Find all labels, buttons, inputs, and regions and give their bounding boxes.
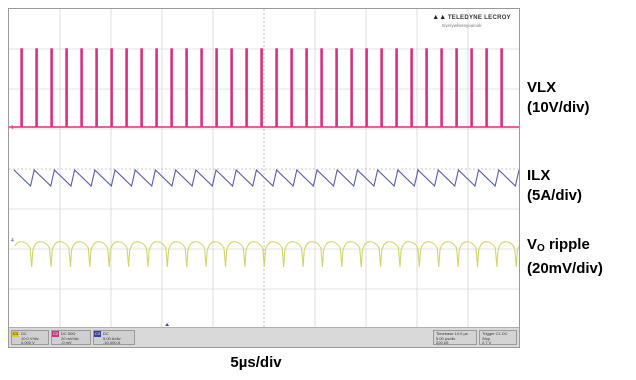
trigger-label: Trigger — [482, 331, 495, 336]
ilx-label: ILX (5A/div) — [527, 166, 582, 206]
vo-ground-marker: 4 — [11, 238, 14, 244]
vo-ripple-name: VO ripple — [527, 236, 590, 254]
status-bar: C1 DC 10.0 V/div 0.000 V C2 DC 50Ω 20 mV/di… — [9, 327, 519, 347]
vo-ripple-trace — [14, 241, 519, 268]
ilx-scale: (5A/div) — [527, 187, 583, 204]
ilx-trace — [13, 168, 519, 188]
c1-scale: 10.0 V/div — [21, 335, 39, 341]
c3-coupling: DC — [103, 331, 109, 336]
trigger-position-marker — [165, 323, 170, 326]
trigger-value: C1 DC — [495, 331, 508, 336]
timebase-label: Timebase — [436, 331, 454, 336]
channel3-descriptor[interactable]: C3 DC 5.00 A/div -10.000 A — [93, 330, 135, 345]
channel1-descriptor[interactable]: C1 DC 10.0 V/div 0.000 V — [11, 330, 49, 345]
vlx-name: VLX — [527, 79, 557, 96]
c3-swatch: C3 — [94, 331, 101, 337]
c2-offset: -0 mV — [61, 340, 72, 345]
c1-offset: 0.000 V — [21, 340, 35, 345]
c2-swatch: C2 — [52, 331, 59, 337]
vlx-ground-marker: 1 — [11, 125, 14, 131]
vlx-trace — [9, 48, 519, 128]
ilx-name: ILX — [527, 167, 551, 184]
timebase-value: 10.0 µs — [454, 331, 468, 336]
logo-mark-icon: ▲▲ — [432, 14, 447, 21]
c3-scale: 5.00 A/div — [103, 335, 121, 341]
channel2-descriptor[interactable]: C2 DC 50Ω 20 mV/div -0 mV — [51, 330, 91, 345]
logo-tagline: Everywhereyoulook — [442, 23, 482, 28]
vo-ripple-label: VO ripple (20mV/div) — [527, 235, 603, 279]
vlx-scale: (10V/div) — [527, 99, 590, 116]
plot-area: 14 — [9, 9, 519, 329]
trigger-mode: Stop — [482, 335, 491, 341]
vo-ripple-scale: (20mV/div) — [527, 260, 603, 277]
logo-brand: TELEDYNE LECROY — [447, 15, 511, 21]
time-division-label: 5µs/div — [230, 354, 282, 371]
timebase-scale: 5.00 µs/div — [436, 335, 456, 341]
c1-swatch: C1 — [12, 331, 19, 337]
vlx-label: VLX (10V/div) — [527, 78, 590, 118]
c2-scale: 20 mV/div — [61, 335, 79, 341]
teledyne-lecroy-logo: ▲▲ TELEDYNE LECROY Everywhereyoulook — [432, 14, 511, 30]
c2-coupling: DC 50Ω — [61, 331, 76, 336]
c1-coupling: DC — [21, 331, 27, 336]
trigger-level: 2.7 V — [482, 340, 492, 345]
trigger-descriptor[interactable]: Trigger C1 DC Stop 2.7 V — [479, 330, 517, 345]
timebase-descriptor[interactable]: Timebase 10.0 µs 5.00 µs/div 200 kS — [433, 330, 477, 345]
timebase-samples: 200 kS — [436, 340, 449, 345]
c3-offset: -10.000 A — [103, 340, 121, 345]
